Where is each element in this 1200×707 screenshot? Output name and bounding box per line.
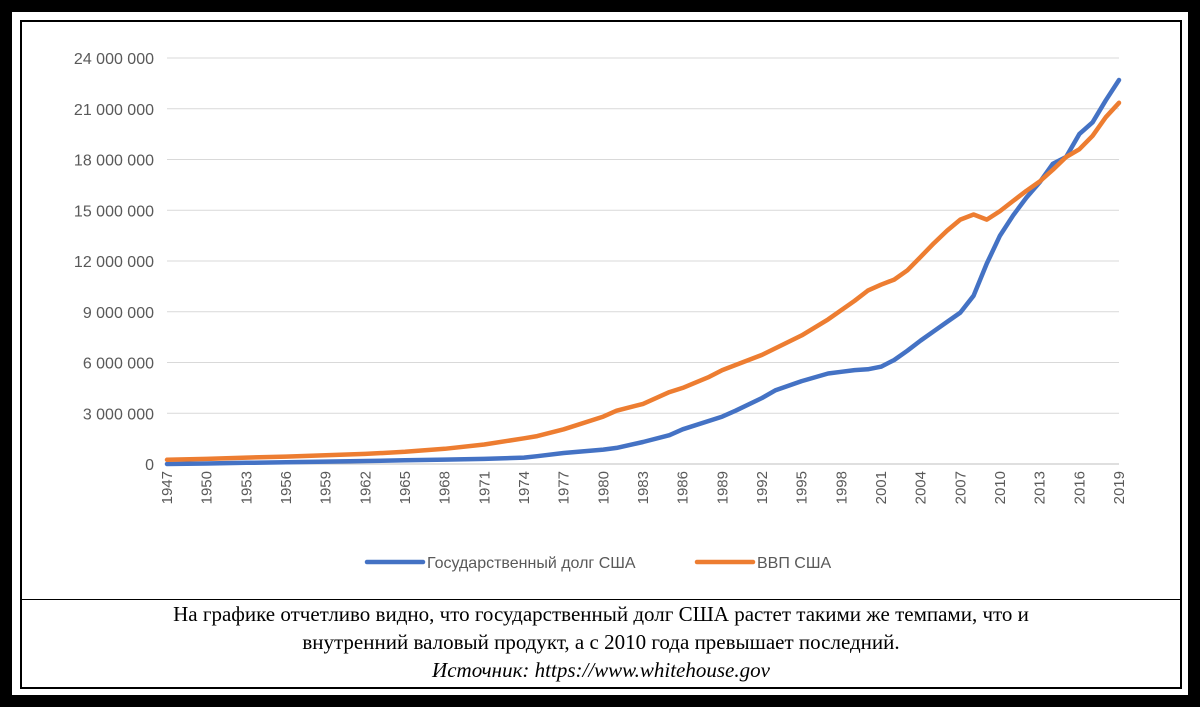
series-line-1 — [164, 100, 1122, 463]
y-tick-label: 0 — [145, 457, 154, 474]
outer-frame: 0 3 000 000 6 000 000 9 000 000 12 000 000 15… — [12, 12, 1188, 695]
x-tick-label: 1959 — [318, 471, 335, 504]
x-tick-label: 1962 — [357, 471, 374, 504]
y-tick-label: 6 000 000 — [83, 356, 154, 373]
x-tick-label: 1965 — [397, 471, 414, 504]
chart-svg: 0 3 000 000 6 000 000 9 000 000 12 000 000 15… — [74, 51, 1128, 572]
x-tick-label: 1977 — [556, 471, 573, 504]
x-tick-label: 1995 — [794, 471, 811, 504]
x-tick-label: 1983 — [635, 471, 652, 504]
line-chart: 0 3 000 000 6 000 000 9 000 000 12 000 000 15… — [22, 22, 1180, 597]
y-tick-label: 21 000 000 — [74, 102, 154, 119]
y-tick-label: 24 000 000 — [74, 51, 154, 68]
x-tick-label: 1968 — [437, 471, 454, 504]
y-tick-label: 18 000 000 — [74, 153, 154, 170]
x-tick-label: 1947 — [159, 471, 176, 504]
x-tick-label: 1998 — [833, 471, 850, 504]
y-tick-label: 15 000 000 — [74, 203, 154, 220]
x-tick-label: 2007 — [952, 471, 969, 504]
x-tick-label: 2004 — [913, 471, 930, 504]
x-tick-label: 1953 — [238, 471, 255, 504]
x-tick-label: 2013 — [1032, 471, 1049, 504]
caption-source: Источник: https://www.whitehouse.gov — [432, 658, 770, 682]
x-tick-label: 1974 — [516, 471, 533, 504]
figure-caption: На графике отчетливо видно, что государс… — [22, 599, 1180, 688]
y-tick-label: 9 000 000 — [83, 305, 154, 322]
x-tick-label: 1956 — [278, 471, 295, 504]
figure-box: 0 3 000 000 6 000 000 9 000 000 12 000 000 15… — [20, 20, 1182, 689]
legend-label: Государственный долг США — [427, 555, 636, 572]
x-tick-label: 1971 — [476, 471, 493, 504]
x-tick-label: 2016 — [1071, 471, 1088, 504]
x-tick-label: 1986 — [675, 471, 692, 504]
x-tick-label: 1992 — [754, 471, 771, 504]
caption-line-1: На графике отчетливо видно, что государс… — [173, 602, 1029, 626]
x-tick-label: 2010 — [992, 471, 1009, 504]
y-tick-label: 12 000 000 — [74, 254, 154, 271]
x-tick-label: 2019 — [1111, 471, 1128, 504]
y-tick-label: 3 000 000 — [83, 406, 154, 423]
series-line-0 — [164, 77, 1122, 467]
legend-label: ВВП США — [757, 555, 832, 572]
x-tick-label: 2001 — [873, 471, 890, 504]
x-tick-label: 1950 — [199, 471, 216, 504]
caption-line-2: внутренний валовый продукт, а с 2010 год… — [302, 630, 900, 654]
x-tick-label: 1989 — [714, 471, 731, 504]
x-tick-label: 1980 — [595, 471, 612, 504]
